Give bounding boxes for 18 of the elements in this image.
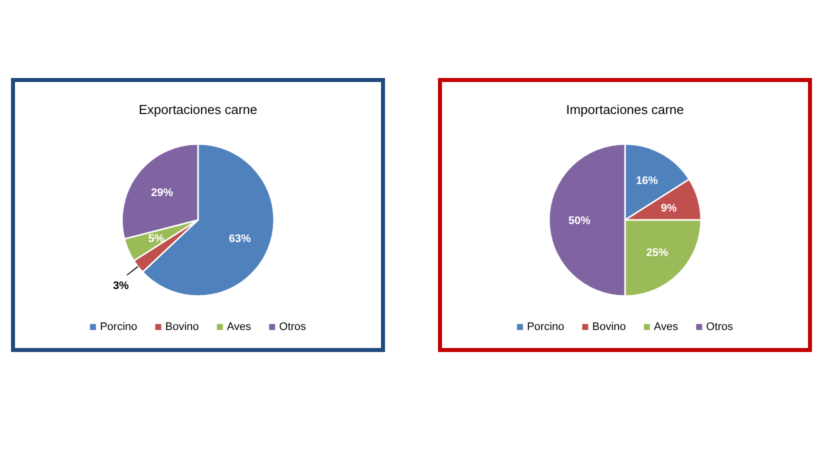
legend-label: Bovino (165, 321, 199, 333)
chart-title: Importaciones carne (566, 102, 684, 117)
data-label: 25% (646, 247, 668, 260)
data-label: 16% (636, 175, 658, 188)
legend-label: Bovino (592, 321, 626, 333)
legend-label: Porcino (526, 321, 564, 333)
legend-label: Porcino (100, 321, 138, 333)
legend-label: Aves (654, 321, 679, 333)
data-label: 5% (148, 233, 164, 246)
data-label: 9% (660, 202, 677, 214)
data-label: 29% (150, 187, 174, 200)
data-label: 63% (228, 233, 252, 246)
data-label: 3% (112, 280, 130, 292)
data-label: 50% (568, 215, 591, 227)
legend-label: Otros (706, 321, 734, 333)
chart-title: Exportaciones carne (138, 102, 258, 117)
legend-label: Aves (226, 321, 252, 333)
legend-label: Otros (279, 321, 307, 333)
